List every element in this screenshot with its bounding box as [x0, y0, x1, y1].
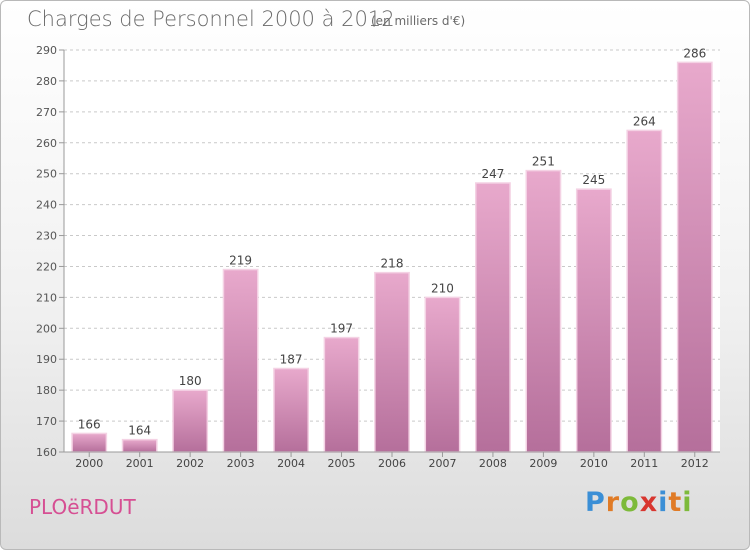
- y-tick-label: 270: [36, 106, 57, 119]
- bar: [575, 188, 612, 453]
- x-tick-label: 2009: [529, 457, 557, 470]
- logo-letter: i: [658, 487, 669, 518]
- y-tick-label: 170: [36, 415, 57, 428]
- chart-title: Charges de Personnel 2000 à 2012: [27, 7, 395, 31]
- proxiti-logo: Proxiti: [585, 487, 693, 518]
- bar-value-label: 251: [532, 155, 555, 169]
- bar: [172, 389, 209, 453]
- x-tick-label: 2002: [176, 457, 204, 470]
- logo-letter: o: [620, 487, 640, 518]
- bar: [374, 271, 410, 453]
- chart-subtitle: (en milliers d'€): [371, 14, 466, 28]
- logo-letter: r: [605, 487, 621, 518]
- y-tick-label: 210: [36, 291, 57, 304]
- y-tick-label: 180: [36, 384, 57, 397]
- y-tick-label: 190: [36, 353, 57, 366]
- y-tick-label: 260: [36, 137, 57, 150]
- bar-value-label: 219: [229, 254, 252, 268]
- x-tick-label: 2012: [681, 457, 709, 470]
- bar: [222, 268, 259, 453]
- bar: [475, 182, 511, 453]
- location-name: PLOëRDUT: [29, 495, 136, 519]
- bar: [121, 438, 158, 453]
- logo-letter: t: [668, 487, 683, 518]
- bar-value-label: 286: [683, 46, 706, 60]
- bars: [71, 61, 713, 453]
- y-tick-label: 230: [36, 230, 57, 243]
- bar: [626, 129, 663, 453]
- x-tick-label: 2011: [630, 457, 658, 470]
- bar: [71, 432, 108, 453]
- bar-value-label: 166: [78, 417, 101, 431]
- bar-value-label: 245: [582, 173, 605, 187]
- logo-letter: i: [682, 487, 693, 518]
- logo-letter: P: [585, 487, 606, 518]
- x-axis-tick-labels: 2000 2001 2002 2003 2004 2005 2006 2007 2008 2009…: [75, 452, 709, 470]
- bar: [273, 367, 309, 453]
- y-tick-label: 290: [36, 44, 57, 57]
- bar-value-label: 264: [633, 114, 656, 128]
- x-tick-label: 2000: [75, 457, 103, 470]
- x-tick-label: 2005: [328, 457, 356, 470]
- y-tick-label: 280: [36, 75, 57, 88]
- x-tick-label: 2004: [277, 457, 305, 470]
- y-tick-label: 250: [36, 168, 57, 181]
- x-tick-label: 2008: [479, 457, 507, 470]
- x-tick-label: 2001: [126, 457, 154, 470]
- x-tick-label: 2003: [227, 457, 255, 470]
- y-tick-label: 220: [36, 260, 57, 273]
- bar-value-label: 164: [128, 424, 151, 438]
- bar: [424, 296, 461, 453]
- y-tick-label: 240: [36, 199, 57, 212]
- x-tick-label: 2010: [580, 457, 608, 470]
- y-tick-label: 200: [36, 322, 57, 335]
- bar-value-label: 247: [481, 167, 504, 181]
- bar-value-label: 197: [330, 322, 353, 336]
- bar-value-label: 180: [179, 374, 202, 388]
- bar-value-label: 187: [280, 353, 303, 367]
- logo-letter: x: [639, 487, 659, 518]
- bar: [676, 61, 713, 453]
- bar-value-label: 218: [381, 257, 404, 271]
- y-tick-label: 160: [36, 446, 57, 459]
- data-labels: 166 164 180 219 187 197 218 210 247 251 245 264 286: [78, 46, 706, 437]
- x-tick-label: 2007: [428, 457, 456, 470]
- bar: [323, 336, 360, 453]
- bar: [525, 169, 562, 453]
- x-tick-label: 2006: [378, 457, 406, 470]
- bar-value-label: 210: [431, 281, 454, 295]
- y-axis-tick-labels: 160 170 180 190 200 210 220 230 240 250 260 270 280 2…: [36, 44, 57, 459]
